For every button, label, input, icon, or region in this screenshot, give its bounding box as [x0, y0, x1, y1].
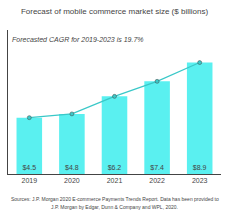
svg-text:2019: 2019: [22, 177, 38, 184]
svg-text:$4.5: $4.5: [22, 164, 36, 171]
svg-text:$7.4: $7.4: [150, 164, 164, 171]
svg-text:$8.9: $8.9: [193, 164, 207, 171]
svg-text:2022: 2022: [149, 177, 165, 184]
svg-text:2020: 2020: [64, 177, 80, 184]
svg-text:Forecast of mobile commerce ma: Forecast of mobile commerce market size …: [21, 7, 209, 16]
svg-text:$6.2: $6.2: [108, 164, 122, 171]
svg-text:J.P. Morgan by Edgar, Dunn & C: J.P. Morgan by Edgar, Dunn & Company and…: [51, 204, 178, 210]
svg-text:$4.8: $4.8: [65, 164, 79, 171]
svg-text:Sources: J.P. Morgan 2020 E-co: Sources: J.P. Morgan 2020 E-commerce Pay…: [11, 196, 219, 202]
svg-text:2023: 2023: [192, 177, 208, 184]
svg-text:Forecasted CAGR for 2019-2023: Forecasted CAGR for 2019-2023 is 19.7%: [12, 36, 144, 43]
svg-text:2021: 2021: [107, 177, 123, 184]
